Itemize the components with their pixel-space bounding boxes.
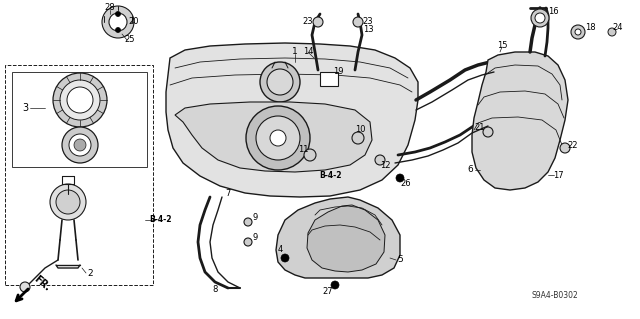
Circle shape: [313, 17, 323, 27]
Polygon shape: [307, 205, 385, 272]
Circle shape: [53, 73, 107, 127]
Circle shape: [260, 62, 300, 102]
Text: S9A4-B0302: S9A4-B0302: [532, 291, 579, 300]
Text: 16: 16: [548, 8, 558, 17]
Circle shape: [396, 174, 404, 182]
Text: 19: 19: [333, 68, 343, 77]
Text: 14: 14: [303, 48, 313, 56]
Circle shape: [560, 143, 570, 153]
Circle shape: [67, 87, 93, 113]
Polygon shape: [276, 197, 400, 278]
Text: 10: 10: [355, 125, 365, 135]
Text: 11: 11: [298, 145, 308, 154]
Circle shape: [109, 13, 127, 31]
Circle shape: [69, 134, 91, 156]
Circle shape: [256, 116, 300, 160]
Circle shape: [353, 17, 363, 27]
Text: FR.: FR.: [32, 273, 52, 293]
Circle shape: [331, 281, 339, 289]
Circle shape: [267, 69, 293, 95]
Circle shape: [304, 149, 316, 161]
Circle shape: [575, 29, 581, 35]
Text: 12: 12: [380, 160, 390, 169]
Text: 6: 6: [467, 166, 473, 174]
Text: B-4-2: B-4-2: [148, 216, 172, 225]
Polygon shape: [175, 102, 372, 172]
Text: 3: 3: [22, 103, 28, 113]
Circle shape: [535, 13, 545, 23]
Circle shape: [62, 127, 98, 163]
Text: 25: 25: [125, 35, 135, 44]
Circle shape: [50, 184, 86, 220]
Text: 15: 15: [497, 41, 508, 49]
Polygon shape: [472, 52, 568, 190]
Text: 28: 28: [105, 4, 115, 12]
Text: 26: 26: [401, 179, 412, 188]
Polygon shape: [166, 43, 418, 197]
Circle shape: [531, 9, 549, 27]
Circle shape: [352, 132, 364, 144]
Text: 21: 21: [475, 123, 485, 132]
Text: 23: 23: [303, 18, 314, 26]
Text: 8: 8: [212, 286, 218, 294]
Text: 27: 27: [323, 287, 333, 296]
Text: 7: 7: [225, 189, 230, 197]
Text: 9: 9: [252, 234, 258, 242]
Text: 13: 13: [363, 26, 373, 34]
Text: 24: 24: [612, 24, 623, 33]
Circle shape: [571, 25, 585, 39]
Bar: [5, 65, 153, 285]
Circle shape: [244, 218, 252, 226]
Bar: [320, 72, 338, 86]
Circle shape: [246, 106, 310, 170]
Circle shape: [60, 80, 100, 120]
Circle shape: [74, 139, 86, 151]
Circle shape: [244, 238, 252, 246]
Circle shape: [375, 155, 385, 165]
Text: 5: 5: [397, 256, 403, 264]
Circle shape: [608, 28, 616, 36]
Circle shape: [20, 282, 30, 292]
Text: 17: 17: [553, 170, 563, 180]
Text: 1: 1: [292, 48, 298, 56]
Circle shape: [115, 11, 120, 17]
Text: 4: 4: [277, 246, 283, 255]
Text: B-4-2: B-4-2: [319, 170, 341, 180]
Text: 18: 18: [585, 24, 595, 33]
Circle shape: [270, 130, 286, 146]
Bar: [12, 72, 147, 167]
Circle shape: [102, 6, 134, 38]
Circle shape: [56, 190, 80, 214]
Text: 20: 20: [129, 18, 140, 26]
Circle shape: [483, 127, 493, 137]
Text: 2: 2: [87, 269, 93, 278]
Text: 23: 23: [363, 18, 373, 26]
Text: 22: 22: [568, 140, 579, 150]
Text: 9: 9: [252, 213, 258, 222]
Circle shape: [281, 254, 289, 262]
Circle shape: [115, 27, 120, 33]
